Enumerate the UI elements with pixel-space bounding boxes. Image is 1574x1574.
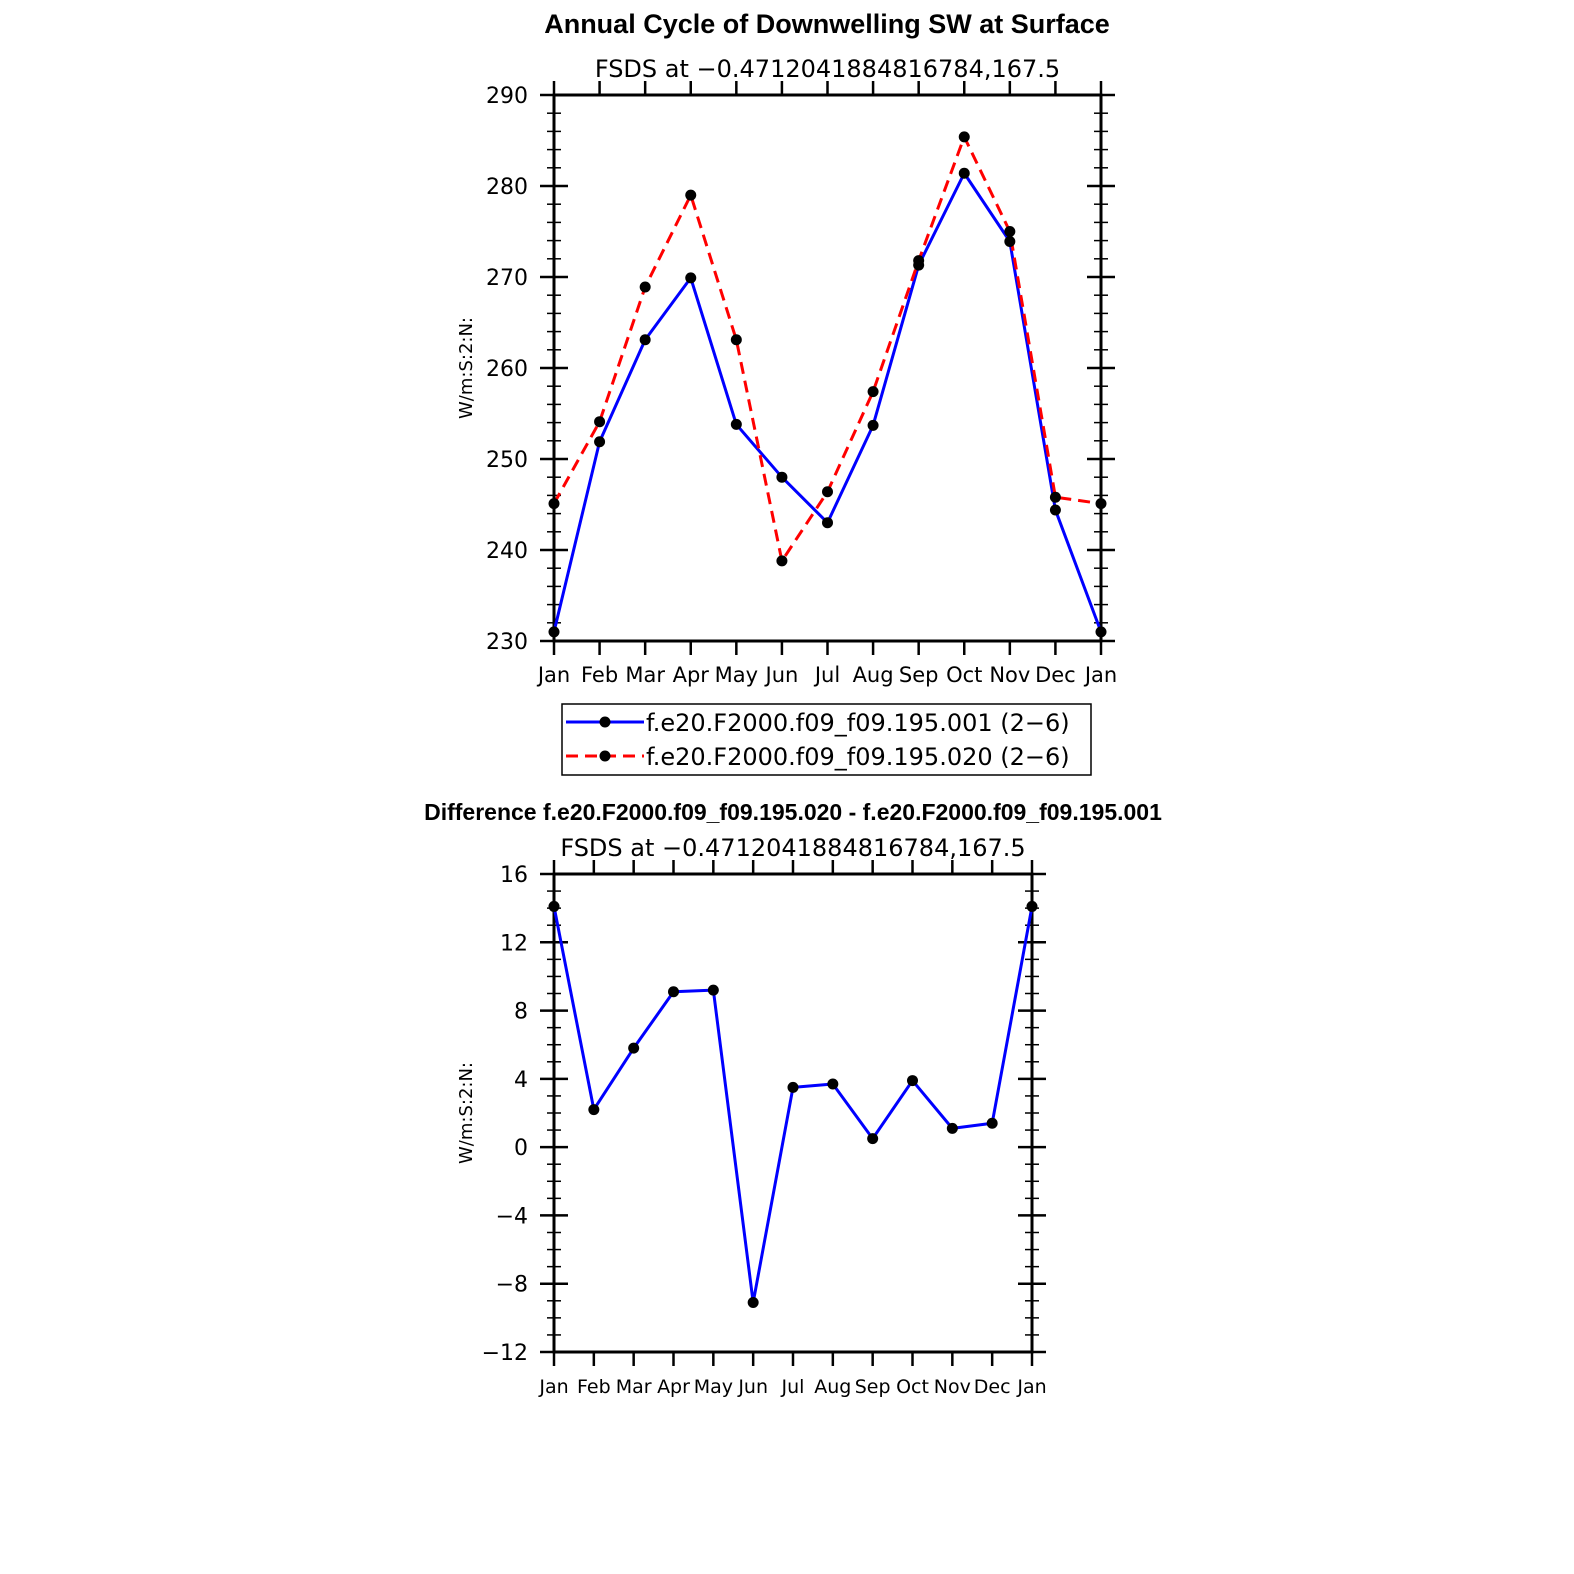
y-tick-label: 290 — [486, 84, 528, 109]
x-tick-label: Dec — [974, 1376, 1011, 1398]
data-point-series-1 — [946, 1122, 958, 1134]
x-tick-label: Jun — [764, 663, 799, 687]
data-point-series-1 — [776, 471, 788, 483]
x-tick-label: Jul — [781, 1376, 805, 1398]
y-axis-label: W/m:S:2:N: — [456, 1062, 477, 1164]
x-tick-label: Mar — [616, 1376, 652, 1398]
legend-marker-1 — [599, 716, 611, 728]
data-point-series-1 — [548, 626, 560, 638]
series-line-1 — [552, 906, 1034, 1304]
data-point-series-2 — [913, 255, 925, 267]
data-point-series-1 — [1049, 504, 1061, 516]
data-point-series-1 — [1095, 626, 1107, 638]
data-point-series-2 — [548, 498, 560, 510]
x-tick-label: Oct — [896, 1376, 929, 1398]
data-point-series-1 — [867, 419, 879, 431]
y-tick-label: 8 — [514, 1000, 528, 1025]
x-tick-label: Oct — [946, 663, 982, 687]
data-point-series-2 — [958, 131, 970, 143]
y-tick-label: 4 — [514, 1068, 528, 1093]
data-point-series-1 — [730, 418, 742, 430]
y-tick-label: 280 — [486, 175, 528, 200]
legend-box — [561, 703, 1092, 776]
data-point-series-1 — [548, 900, 560, 912]
legend-marker-2 — [599, 750, 611, 762]
y-tick-label: −12 — [482, 1341, 528, 1366]
series-line-1 — [552, 171, 1103, 633]
y-tick-label: 250 — [486, 448, 528, 473]
chart-title: Annual Cycle of Downwelling SW at Surfac… — [544, 9, 1110, 39]
x-tick-label: Nov — [989, 663, 1030, 687]
y-axis-label: W/m:S:2:N: — [456, 317, 477, 419]
x-tick-label: Dec — [1035, 663, 1076, 687]
x-tick-label: Jan — [538, 1376, 568, 1398]
data-point-series-1 — [628, 1042, 640, 1054]
data-point-series-2 — [730, 334, 742, 346]
data-point-series-1 — [867, 1133, 879, 1145]
data-point-series-1 — [958, 167, 970, 179]
x-tick-label: May — [715, 663, 758, 687]
x-tick-label: Jan — [1083, 663, 1117, 687]
data-point-series-2 — [594, 416, 606, 428]
y-tick-label: 12 — [500, 931, 528, 956]
data-point-series-1 — [707, 984, 719, 996]
data-point-series-2 — [867, 386, 879, 398]
legend-label-1: f.e20.F2000.f09_f09.195.001 (2−6) — [646, 709, 1070, 737]
x-tick-label: Apr — [657, 1376, 690, 1398]
data-point-series-1 — [639, 334, 651, 346]
plot-frame — [552, 93, 1103, 643]
y-tick-label: −4 — [496, 1204, 528, 1229]
y-tick-label: 0 — [514, 1136, 528, 1161]
difference-chart: Difference f.e20.F2000.f09_f09.195.020 -… — [424, 799, 1162, 1398]
chart-subtitle: FSDS at −0.4712041884816784,167.5 — [560, 834, 1025, 862]
x-tick-label: Jan — [1016, 1376, 1046, 1398]
annual-cycle-chart: Annual Cycle of Downwelling SW at Surfac… — [456, 9, 1117, 776]
x-tick-label: Jul — [813, 663, 840, 687]
data-point-series-1 — [986, 1117, 998, 1129]
x-tick-label: May — [694, 1376, 733, 1398]
y-tick-label: 260 — [486, 357, 528, 382]
data-point-series-2 — [1049, 491, 1061, 503]
data-point-series-1 — [594, 436, 606, 448]
data-point-series-1 — [747, 1296, 759, 1308]
data-point-series-1 — [668, 986, 679, 998]
data-point-series-1 — [827, 1078, 839, 1090]
chart-subtitle: FSDS at −0.4712041884816784,167.5 — [595, 55, 1060, 83]
data-point-series-1 — [822, 517, 833, 529]
data-point-series-2 — [1004, 226, 1016, 237]
y-tick-label: 240 — [486, 539, 528, 564]
x-tick-label: Sep — [855, 1376, 891, 1398]
x-tick-label: Nov — [934, 1376, 971, 1398]
x-tick-label: Feb — [581, 663, 618, 687]
x-tick-label: Mar — [625, 663, 665, 687]
x-tick-label: Apr — [673, 663, 710, 687]
plot-frame — [552, 872, 1034, 1354]
x-tick-label: Feb — [577, 1376, 611, 1398]
x-tick-label: Aug — [853, 663, 894, 687]
legend-label-2: f.e20.F2000.f09_f09.195.020 (2−6) — [646, 743, 1070, 771]
x-tick-label: Sep — [899, 663, 939, 687]
data-point-series-2 — [685, 189, 697, 201]
data-point-series-2 — [1095, 498, 1107, 510]
x-tick-label: Jun — [737, 1376, 768, 1398]
y-tick-label: 230 — [486, 630, 528, 655]
y-tick-label: −8 — [496, 1273, 528, 1298]
data-point-series-2 — [639, 281, 651, 293]
series-line-2 — [552, 135, 1102, 563]
data-point-series-1 — [907, 1075, 918, 1087]
data-point-series-1 — [1004, 236, 1016, 248]
x-tick-label: Aug — [814, 1376, 851, 1398]
data-point-series-1 — [1026, 900, 1038, 912]
data-point-series-1 — [787, 1081, 799, 1093]
data-point-series-2 — [776, 555, 788, 567]
data-point-series-1 — [588, 1104, 600, 1116]
chart-title: Difference f.e20.F2000.f09_f09.195.020 -… — [424, 799, 1162, 825]
data-point-series-2 — [822, 486, 833, 498]
x-tick-label: Jan — [536, 663, 570, 687]
y-tick-label: 270 — [486, 266, 528, 291]
data-point-series-1 — [685, 272, 697, 284]
y-tick-label: 16 — [500, 863, 528, 888]
